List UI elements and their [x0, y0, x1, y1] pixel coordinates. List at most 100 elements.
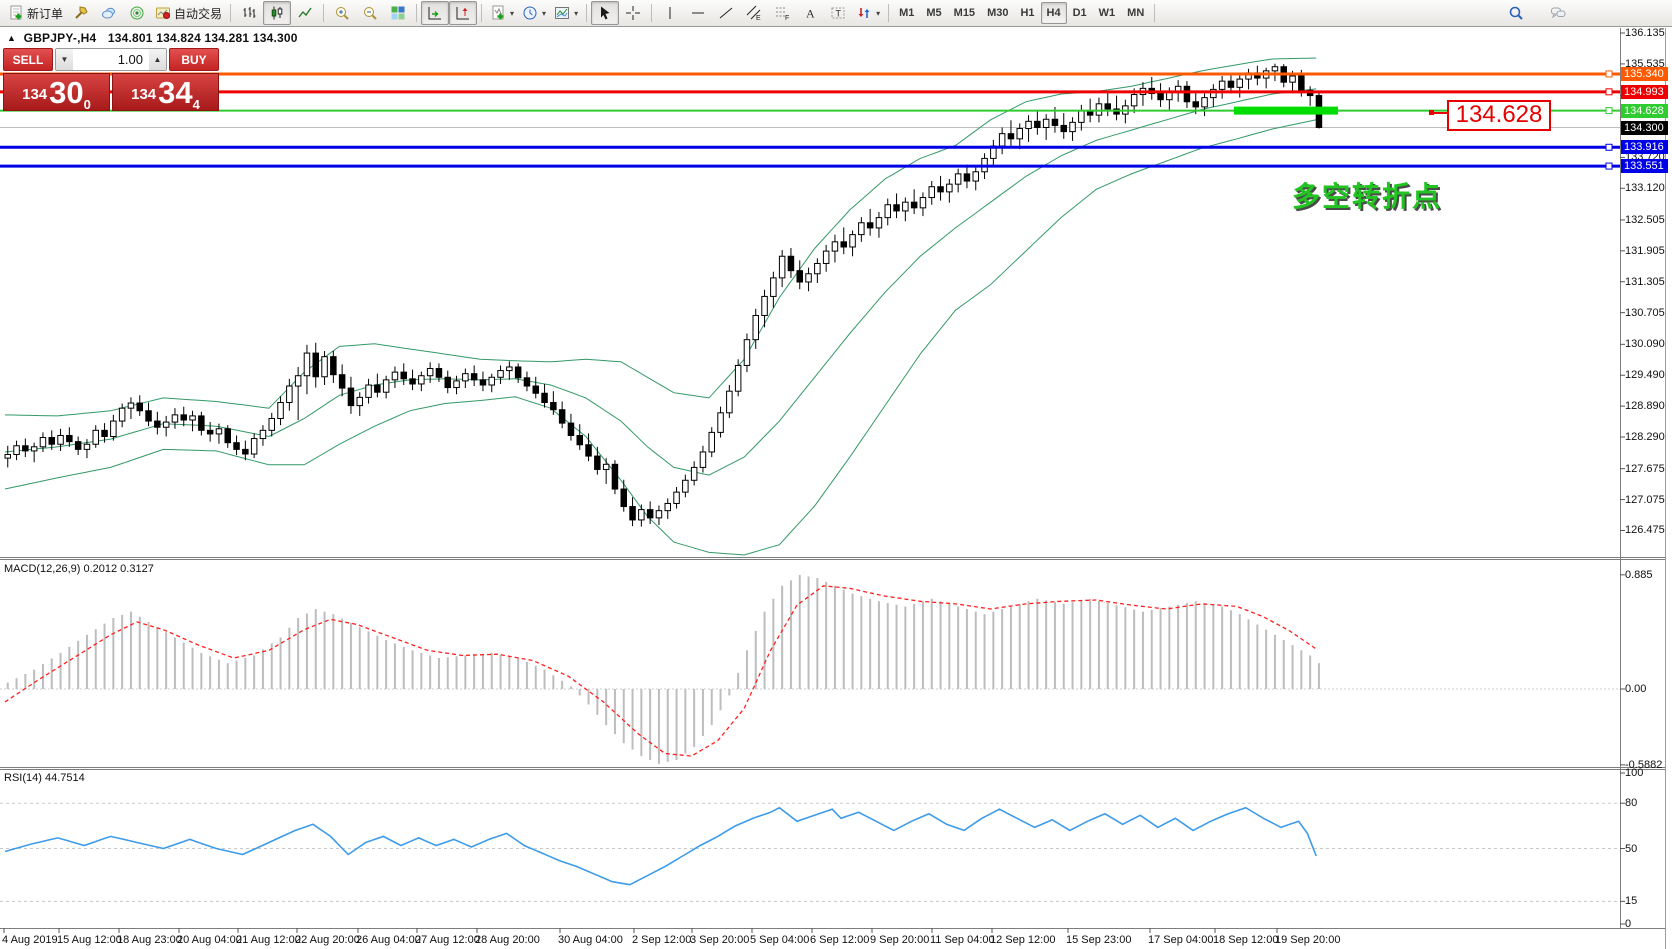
main-toolbar: 新订单 自动交易 ▾ ▾ ▾ E F A T ▾ M1 M5 M15 M30 H1 H4 D… — [0, 0, 1672, 27]
buy-price-tile[interactable]: 134 34 4 — [112, 73, 219, 111]
buy-button[interactable]: BUY — [169, 48, 219, 71]
price-tick-131.905: 131.905 — [1625, 244, 1665, 257]
trendline-tool[interactable] — [712, 1, 740, 25]
zoom-out-button[interactable] — [356, 1, 384, 25]
tile-windows-button[interactable] — [384, 1, 412, 25]
line-chart-icon — [297, 5, 313, 21]
time-label: 12 Sep 12:00 — [990, 934, 1056, 946]
collapse-panel-icon[interactable]: ▲ — [7, 33, 17, 43]
hline-134.628[interactable] — [0, 107, 1620, 115]
price-line-label-134.628: 134.628 — [1621, 103, 1668, 118]
price-callout-134.628[interactable]: 134.628 — [1447, 100, 1551, 131]
support-highlight-segment[interactable] — [1234, 106, 1338, 115]
candlestick-chart-button[interactable] — [263, 1, 292, 25]
time-label: 4 Aug 2019 — [2, 934, 58, 946]
vertical-line-tool[interactable] — [656, 1, 684, 25]
auto-trading-label: 自动交易 — [174, 6, 223, 21]
rsi-indicator-label: RSI(14) 44.7514 — [4, 772, 85, 784]
zoom-out-icon — [362, 5, 378, 21]
timeframe-W1[interactable]: W1 — [1098, 7, 1116, 19]
time-label: 30 Aug 04:00 — [558, 934, 623, 946]
search-button[interactable] — [1502, 1, 1530, 25]
timeframe-D1[interactable]: D1 — [1072, 7, 1087, 19]
fibonacci-icon: F — [774, 5, 790, 21]
time-label: 22 Aug 20:00 — [295, 934, 360, 946]
text-a-icon: A — [802, 5, 818, 21]
dropdown-arrow-icon: ▾ — [510, 8, 515, 18]
template-icon — [554, 5, 570, 21]
volume-decrease-button[interactable]: ▼ — [56, 49, 73, 70]
timeframe-M15[interactable]: M15 — [953, 7, 976, 19]
price-tick-132.505: 132.505 — [1625, 213, 1665, 226]
arrows-tool[interactable]: ▾ — [852, 1, 884, 25]
volume-control: ▼ ▲ — [55, 48, 167, 71]
timeframe-H1[interactable]: H1 — [1020, 7, 1035, 19]
hline-134.993[interactable] — [0, 88, 1620, 96]
turning-point-annotation[interactable]: 多空转折点 — [1292, 181, 1443, 212]
periods-button[interactable]: ▾ — [518, 1, 550, 25]
rsi-tick-50: 50 — [1625, 842, 1638, 855]
indicators-icon — [490, 5, 506, 21]
chart-shift-icon — [455, 5, 471, 21]
templates-button[interactable]: ▾ — [550, 1, 582, 25]
equidistant-channel-tool[interactable]: E — [740, 1, 768, 25]
horizontal-line-tool[interactable] — [684, 1, 712, 25]
hline-133.551[interactable] — [0, 162, 1620, 170]
hline-135.340[interactable] — [0, 70, 1620, 78]
indicators-button[interactable]: ▾ — [486, 1, 518, 25]
timeframe-M1[interactable]: M1 — [899, 7, 915, 19]
timeframe-MN[interactable]: MN — [1127, 7, 1145, 19]
candlestick-icon — [269, 5, 285, 21]
timeframe-H4[interactable]: H4 — [1040, 2, 1067, 24]
market-watch-button[interactable] — [67, 1, 95, 25]
toolbar-separator — [586, 4, 588, 22]
fibonacci-tool[interactable]: F — [768, 1, 796, 25]
auto-trading-button[interactable]: 自动交易 — [151, 1, 226, 25]
signal-icon — [129, 5, 145, 21]
horizontal-line-icon — [690, 5, 706, 21]
bar-chart-button[interactable] — [235, 1, 263, 25]
zoom-in-button[interactable] — [328, 1, 356, 25]
cursor-arrow-icon — [597, 5, 613, 21]
text-label-icon: T — [830, 5, 846, 21]
trendline-icon — [718, 5, 734, 21]
toolbar-right-group — [1502, 1, 1572, 25]
signals-button[interactable] — [123, 1, 151, 25]
timeframe-M30[interactable]: M30 — [987, 7, 1009, 19]
volume-increase-button[interactable]: ▲ — [149, 49, 166, 70]
new-order-button[interactable]: 新订单 — [4, 1, 67, 25]
volume-input[interactable] — [73, 49, 149, 70]
price-line-label-133.916: 133.916 — [1621, 140, 1668, 155]
crosshair-button[interactable] — [619, 1, 647, 25]
time-label: 27 Aug 12:00 — [415, 934, 480, 946]
crosshair-icon — [625, 5, 641, 21]
text-tool[interactable]: A — [796, 1, 824, 25]
cursor-button[interactable] — [591, 1, 620, 25]
hline-133.916[interactable] — [0, 143, 1620, 151]
auto-scroll-button[interactable] — [421, 1, 450, 25]
toolbar-separator — [416, 4, 418, 22]
chart-shift-button[interactable] — [449, 1, 478, 25]
sell-button[interactable]: SELL — [3, 48, 53, 71]
cloud-button[interactable] — [95, 1, 123, 25]
text-label-tool[interactable]: T — [824, 1, 852, 25]
dropdown-arrow-icon: ▾ — [542, 8, 547, 18]
rsi-tick-80: 80 — [1625, 797, 1638, 810]
rsi-tick-100: 100 — [1625, 767, 1644, 779]
macd-indicator-label: MACD(12,26,9) 0.2012 0.3127 — [4, 563, 154, 575]
time-label: 26 Aug 04:00 — [356, 934, 421, 946]
sell-price-point: 0 — [83, 97, 91, 112]
buy-price-pips: 34 — [158, 75, 193, 110]
sell-price-tile[interactable]: 134 30 0 — [3, 73, 110, 111]
time-label: 15 Aug 12:00 — [57, 934, 122, 946]
rsi-line — [4, 806, 1317, 886]
auto-scroll-icon — [427, 5, 443, 21]
toolbar-separator — [888, 4, 890, 22]
timeframe-M5[interactable]: M5 — [926, 7, 942, 19]
chat-button[interactable] — [1544, 1, 1572, 25]
line-chart-button[interactable] — [291, 1, 319, 25]
current-price-label: 134.300 — [1621, 120, 1668, 135]
